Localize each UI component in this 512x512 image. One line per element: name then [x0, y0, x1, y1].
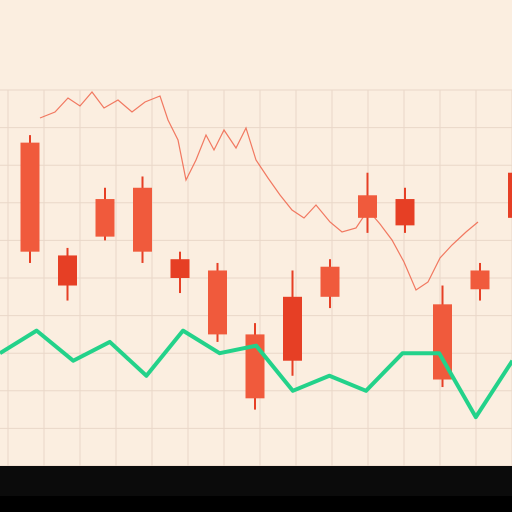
- candle-body: [170, 259, 190, 278]
- candle-body: [433, 304, 452, 380]
- candle-body: [358, 195, 377, 218]
- candle-body: [133, 187, 152, 252]
- candle-body: [95, 199, 115, 237]
- candle-body: [395, 199, 415, 226]
- candle-body: [283, 296, 302, 361]
- x-axis-bar: [0, 466, 512, 496]
- candle-body: [20, 142, 40, 252]
- candle-body: [208, 270, 227, 335]
- candle-body: [58, 255, 77, 286]
- noise-polyline: [39, 91, 479, 291]
- candle-body: [508, 172, 512, 218]
- candlestick-chart: [0, 89, 512, 467]
- green-series-line: [0, 328, 512, 420]
- candle-body: [470, 270, 490, 290]
- green-series: [0, 328, 512, 420]
- candle-body: [320, 266, 340, 297]
- noise-line: [39, 91, 479, 291]
